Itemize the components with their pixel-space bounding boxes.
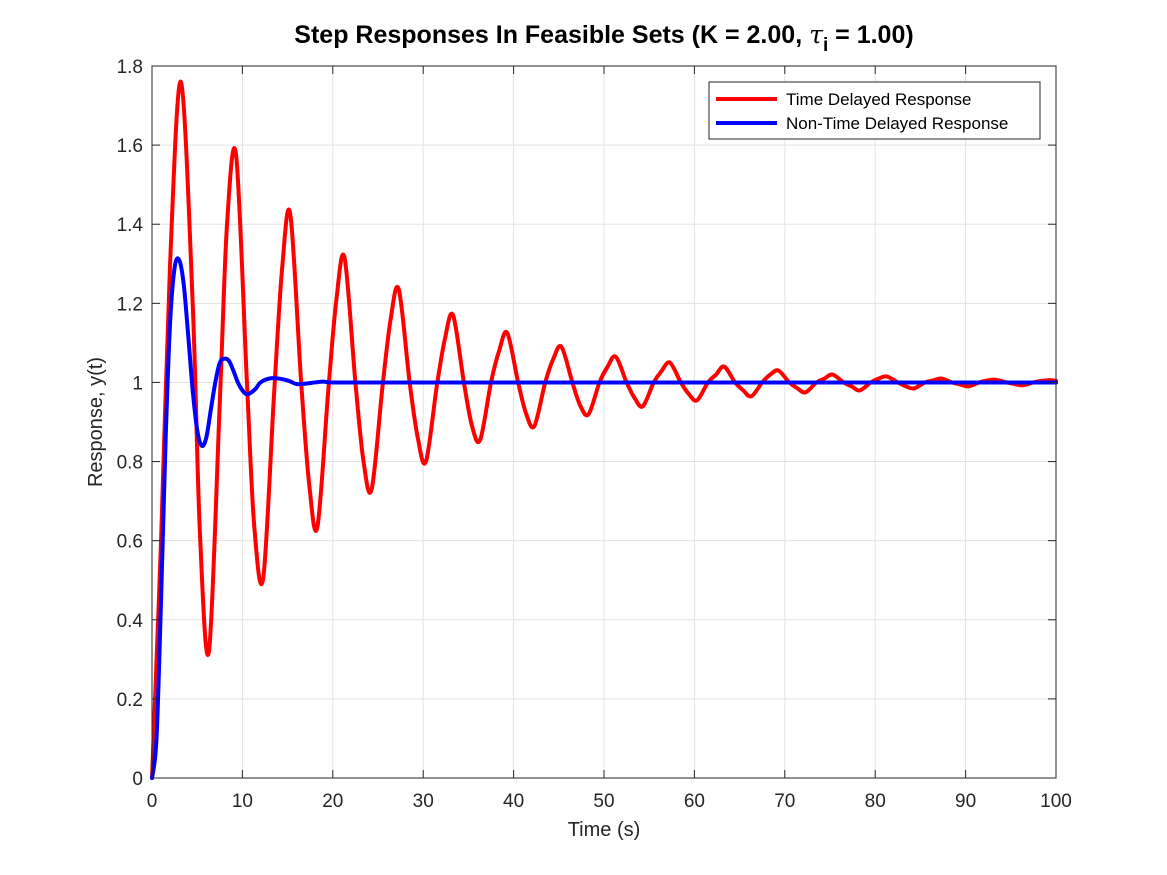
x-tick-label: 50 [593,791,614,812]
x-tick-label: 70 [774,791,795,812]
x-axis-label: Time (s) [568,819,641,841]
x-tick-label: 80 [865,791,886,812]
grid [152,65,1057,778]
x-tick-label: 60 [684,791,705,812]
legend: Time Delayed Response Non-Time Delayed R… [708,81,1041,140]
y-tick-label: 1.4 [117,215,144,236]
y-tick-label: 0.8 [117,453,143,474]
x-tick-label: 40 [503,791,524,812]
x-tick-label: 90 [955,791,976,812]
y-tick-label: 0.2 [117,690,143,711]
x-tick-label: 10 [232,791,253,812]
y-tick-label: 1 [132,373,143,394]
plot-series [150,79,1058,780]
x-tick-label: 30 [413,791,434,812]
y-tick-label: 1.2 [117,294,143,315]
legend-label-non-time-delayed: Non-Time Delayed Response [786,114,1008,133]
y-tick-label: 1.6 [117,136,143,157]
chart-title: Step Responses In Feasible Sets (K = 2.0… [294,20,913,56]
y-tick-label: 0.4 [117,611,144,632]
tick-labels: 0 10 20 30 40 50 60 70 80 90 100 0 0.2 0.4 0.6 0.8 1 1.2 1… [117,57,1072,812]
series-line-time-delayed [150,79,1058,780]
x-tick-label: 0 [147,791,158,812]
y-tick-label: 0 [132,769,143,790]
x-tick-label: 20 [322,791,343,812]
legend-label-time-delayed: Time Delayed Response [786,90,972,109]
y-axis-label: Response, y(t) [85,357,107,487]
y-tick-label: 1.8 [117,57,143,78]
axes [151,65,1057,779]
legend-box [708,81,1041,140]
y-tick-label: 0.6 [117,532,143,553]
series-line-non-time-delayed [150,256,1058,780]
x-tick-label: 100 [1040,791,1072,812]
